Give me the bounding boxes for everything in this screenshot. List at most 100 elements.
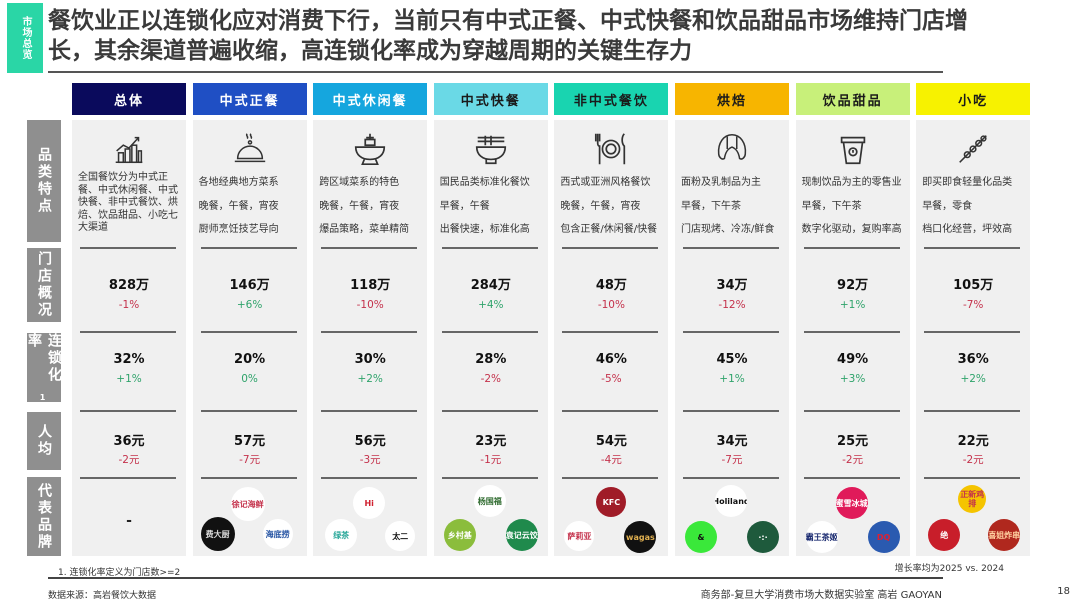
store-count-change: +1%: [839, 299, 866, 311]
brand-logo: &: [685, 521, 717, 553]
category-description: 即买即食轻量化品类 早餐，零食档口化经营，坪效高: [922, 173, 1028, 244]
row-divider: [803, 410, 900, 412]
page-number: 18: [1057, 586, 1070, 597]
data-source: 数据来源：高岩餐饮大数据: [48, 591, 157, 601]
chain-rate-change: +2%: [960, 373, 986, 385]
footnote: 1. 连锁化率定义为门店数>=2: [58, 568, 181, 578]
brand-name: 萨莉亚: [567, 531, 592, 541]
description-line: 即买即食轻量化品类: [922, 177, 1013, 188]
per-capita-metric: 54元 -4元: [554, 430, 668, 467]
chain-rate: 30%: [354, 352, 386, 367]
brand-logo: ·:·: [747, 521, 779, 553]
brand-logo: 正新鸡排: [958, 485, 987, 513]
title-divider: [48, 71, 943, 73]
description-line: 早餐，零食: [922, 200, 973, 212]
per-capita-spend: 56元: [354, 434, 386, 449]
category-description: 跨区域菜系的特色 晚餐，午餐，宵夜 爆品策略，菜单精简: [319, 173, 425, 244]
bottom-divider: [48, 577, 943, 579]
store-count: 118万: [350, 278, 391, 293]
drink-cup-icon: [796, 130, 910, 170]
per-capita-metric: 34元 -7元: [675, 430, 789, 467]
page-title: 餐饮业正以连锁化应对消费下行，当前只有中式正餐、中式快餐和饮品甜品市场维持门店增…: [48, 8, 968, 64]
brand-logo: 绿茶: [325, 519, 358, 551]
store-count-metric: 118万 -10%: [313, 274, 427, 311]
store-count-metric: 48万 -10%: [554, 274, 668, 311]
chain-rate-metric: 49% +3%: [796, 352, 910, 385]
row-divider: [562, 247, 659, 249]
row-divider: [683, 477, 779, 479]
brand-name: 绝: [940, 530, 949, 540]
description-line: 档口化经营，坪效高: [922, 224, 1013, 235]
brand-name: 蜜雪冰城: [835, 498, 868, 508]
brand-logos: -: [72, 485, 186, 555]
category-card: 现制饮品为主的零售业 早餐，下午茶 数字化驱动，复购率高 92万 +1% 49% +…: [795, 120, 910, 556]
brand-name: 费大厨: [205, 529, 230, 539]
brand-logo: 萨莉亚: [564, 521, 595, 551]
brand-logo: 绝: [928, 519, 961, 551]
per-capita-change: -2元: [118, 454, 140, 466]
row-divider: [562, 410, 659, 412]
brand-logo: Hi: [353, 487, 386, 519]
brand-name: Holiland: [715, 496, 747, 506]
brand-logos: Hi 绿茶 太二: [313, 485, 427, 555]
row-divider: [200, 477, 297, 479]
category-card: 跨区域菜系的特色 晚餐，午餐，宵夜 爆品策略，菜单精简 118万 -10% 30% …: [313, 120, 428, 556]
per-capita-change: -3元: [359, 454, 381, 466]
store-count: 105万: [953, 278, 994, 293]
per-capita-metric: 57元 -7元: [193, 430, 307, 467]
chain-rate-metric: 45% +1%: [675, 352, 789, 385]
brand-name: 正新鸡排: [960, 490, 985, 508]
per-capita-change: -7元: [721, 454, 743, 466]
chain-rate-change: -5%: [601, 373, 622, 385]
store-count-change: +6%: [236, 299, 263, 311]
category-description: 全国餐饮分为中式正餐、中式休闲餐、中式快餐、非中式餐饮、烘焙、饮品甜品、小吃七大…: [78, 172, 178, 233]
row-label-text: 连锁化率: [26, 333, 62, 384]
row-divider: [803, 331, 900, 333]
brand-logos: 杨国福乡村基 袁记云饺: [434, 485, 548, 555]
credit-line: 商务部-复旦大学消费市场大数据实验室 高岩 GAOYAN: [700, 590, 942, 601]
plate-cutlery-icon: [554, 130, 668, 170]
chain-rate: 28%: [475, 352, 507, 367]
brand-name: 乡村基: [447, 530, 472, 540]
store-count-change: +4%: [478, 299, 504, 311]
growth-note: 增长率均为2025 vs. 2024: [894, 564, 1004, 574]
description-line: 出餐快速，标准化高: [439, 224, 530, 235]
row-divider: [321, 477, 418, 479]
brand-name: 袁记云饺: [505, 530, 538, 540]
brand-logo: 徐记海鲜: [230, 487, 265, 521]
store-count: 146万: [229, 278, 270, 293]
row-label-stores: 门店概况: [27, 248, 61, 322]
brand-logo: 袁记云饺: [505, 519, 538, 551]
store-count-metric: 828万 -1%: [72, 274, 186, 311]
chain-rate-change: +3%: [839, 373, 866, 385]
row-label-text: 人均: [36, 424, 52, 458]
store-count: 828万: [108, 278, 150, 293]
category-description: 西式或亚洲风格餐饮 晚餐，午餐，宵夜 包含正餐/休闲餐/快餐: [560, 173, 666, 244]
brand-name: 杨国福: [477, 496, 502, 506]
chain-rate-metric: 28% -2%: [434, 352, 548, 385]
brand-logo: Holiland: [715, 485, 747, 517]
chain-rate: 45%: [716, 352, 748, 367]
category-description: 各地经典地方菜系 晚餐，午餐，宵夜 厨师烹饪技艺导向: [199, 173, 305, 244]
column-header: 小吃: [916, 83, 1031, 115]
category-card: 全国餐饮分为中式正餐、中式休闲餐、中式快餐、非中式餐饮、烘焙、饮品甜品、小吃七大…: [72, 120, 186, 556]
store-count-change: -10%: [356, 299, 384, 311]
brand-name: 霸王茶姬: [805, 532, 838, 542]
chain-rate: 20%: [234, 352, 266, 367]
store-count-change: -10%: [597, 299, 625, 311]
per-capita-metric: 25元 -2元: [796, 430, 910, 467]
footnote-marker: 1: [39, 393, 49, 402]
row-divider: [803, 247, 900, 249]
category-card: 面粉及乳制品为主 早餐，下午茶 门店现烤、冷冻/鲜食 34万 -12% 45% +1…: [675, 120, 789, 556]
brand-name: 徐记海鲜: [231, 499, 264, 509]
brand-name: 太二: [392, 531, 409, 541]
brand-logos: Holiland & ·:·: [675, 485, 789, 555]
row-divider: [683, 410, 779, 412]
row-divider: [200, 331, 297, 333]
description-line: 早餐，午餐: [439, 200, 490, 212]
brand-logos: KFC 萨莉亚 wagas: [554, 485, 668, 555]
row-divider: [441, 477, 538, 479]
description-line: 包含正餐/休闲餐/快餐: [560, 224, 658, 235]
column-header: 中式快餐: [433, 83, 548, 115]
brand-name: ·:·: [758, 532, 768, 542]
